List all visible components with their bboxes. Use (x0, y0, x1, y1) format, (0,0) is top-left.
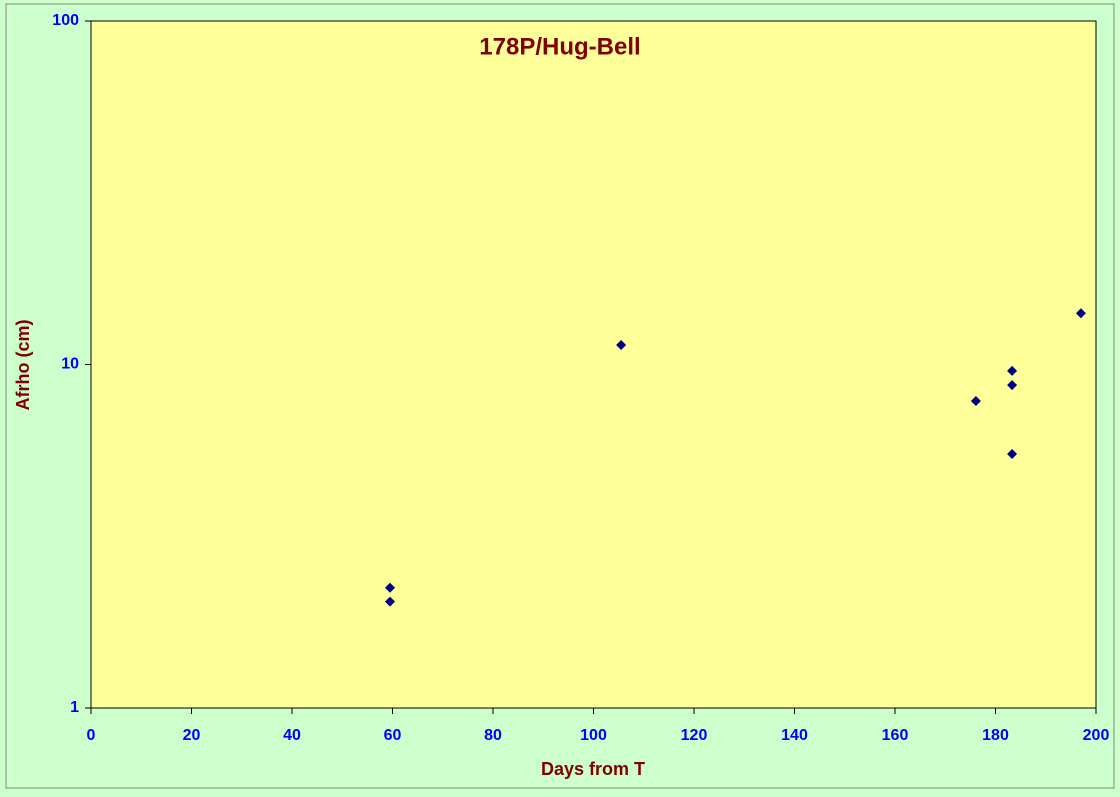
data-point (1007, 380, 1018, 391)
y-axis-title: Afrho (cm) (13, 320, 33, 411)
x-tick-label: 80 (484, 727, 502, 744)
y-tick-label: 100 (52, 12, 79, 29)
y-tick-label: 10 (61, 356, 79, 373)
x-tick-label: 180 (982, 727, 1009, 744)
x-tick-label: 60 (384, 727, 402, 744)
data-point (1007, 448, 1018, 459)
plot-area (90, 20, 1097, 709)
x-axis-title: Days from T (541, 759, 645, 779)
x-tick-label: 120 (681, 727, 708, 744)
x-tick-label: 40 (283, 727, 301, 744)
x-tick-label: 160 (882, 727, 909, 744)
x-tick-label: 140 (781, 727, 808, 744)
y-tick-label: 1 (70, 699, 79, 716)
chart-title: 178P/Hug-Bell (479, 33, 640, 60)
x-tick-label: 200 (1083, 727, 1110, 744)
data-point (1007, 365, 1018, 376)
data-point (384, 582, 395, 593)
x-tick-label: 20 (183, 727, 201, 744)
data-point (384, 596, 395, 607)
x-tick-label: 100 (580, 727, 607, 744)
data-point (970, 395, 981, 406)
data-point (616, 339, 627, 350)
data-point (1075, 308, 1086, 319)
x-tick-label: 0 (87, 727, 96, 744)
